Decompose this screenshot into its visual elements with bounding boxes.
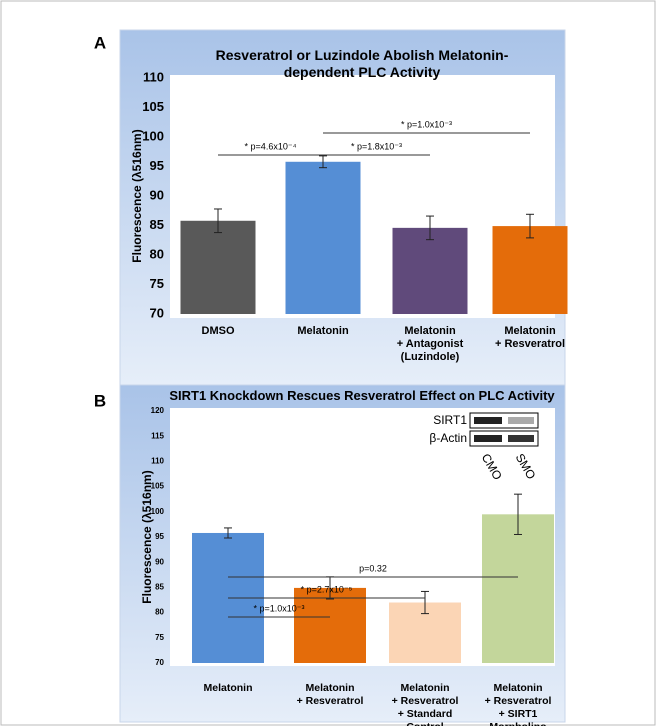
y-tick-label: 120 [151,406,165,415]
blot-row-label: β-Actin [429,431,467,445]
y-tick-label: 115 [151,431,164,440]
x-tick-label: Melatonin+ Resveratrol+ StandardControlM… [392,682,459,726]
y-tick-label: 85 [155,583,164,592]
significance-label: * p=4.6x10⁻⁴ [245,141,297,151]
bar [181,221,256,314]
y-tick-label: 70 [150,305,164,320]
panel-label: A [94,33,106,52]
y-tick-label: 110 [151,457,164,466]
y-tick-label: 70 [155,658,164,667]
bar [482,514,554,663]
y-tick-label: 105 [142,99,164,114]
bar [393,228,468,314]
y-tick-label: 90 [155,557,164,566]
x-tick-label: Melatonin+ Antagonist(Luzindole) [397,325,464,363]
x-tick-label: Melatonin+ Resveratrol [297,682,364,707]
y-tick-label: 110 [143,69,164,84]
blot-band [474,435,502,442]
y-tick-label: 80 [155,608,164,617]
significance-label: * p=1.0x10⁻³ [401,119,452,129]
chart-title: SIRT1 Knockdown Rescues Resveratrol Effe… [169,388,555,403]
x-tick-label: Melatonin+ Resveratrol [495,325,565,350]
figure: AResveratrol or Luzindole Abolish Melato… [0,0,656,726]
y-tick-label: 95 [150,158,164,173]
bar [286,162,361,314]
y-tick-label: 105 [151,482,165,491]
y-tick-label: 85 [150,217,164,232]
blot-row-label: SIRT1 [433,413,467,427]
y-tick-label: 100 [151,507,165,516]
y-tick-label: 75 [150,276,164,291]
y-axis-label: Fluorescence (λ516nm) [130,129,144,262]
x-tick-label: Melatonin [204,682,253,694]
y-tick-label: 100 [142,128,164,143]
panel-label: B [94,391,106,410]
y-tick-label: 80 [150,246,164,261]
significance-label: * p=1.8x10⁻³ [351,141,402,151]
blot-band [474,417,502,424]
y-tick-label: 90 [150,187,164,202]
y-tick-label: 95 [155,532,164,541]
x-tick-label: Melatonin [297,325,349,337]
bar [493,226,568,314]
x-tick-label: DMSO [202,325,235,337]
blot-band [508,417,534,424]
significance-label: p=0.32 [359,563,387,573]
blot-band [508,435,534,442]
significance-label: * p=1.0x10⁻³ [253,603,304,613]
y-tick-label: 75 [155,633,164,642]
significance-label: * p=2.7x10⁻⁵ [301,584,353,594]
